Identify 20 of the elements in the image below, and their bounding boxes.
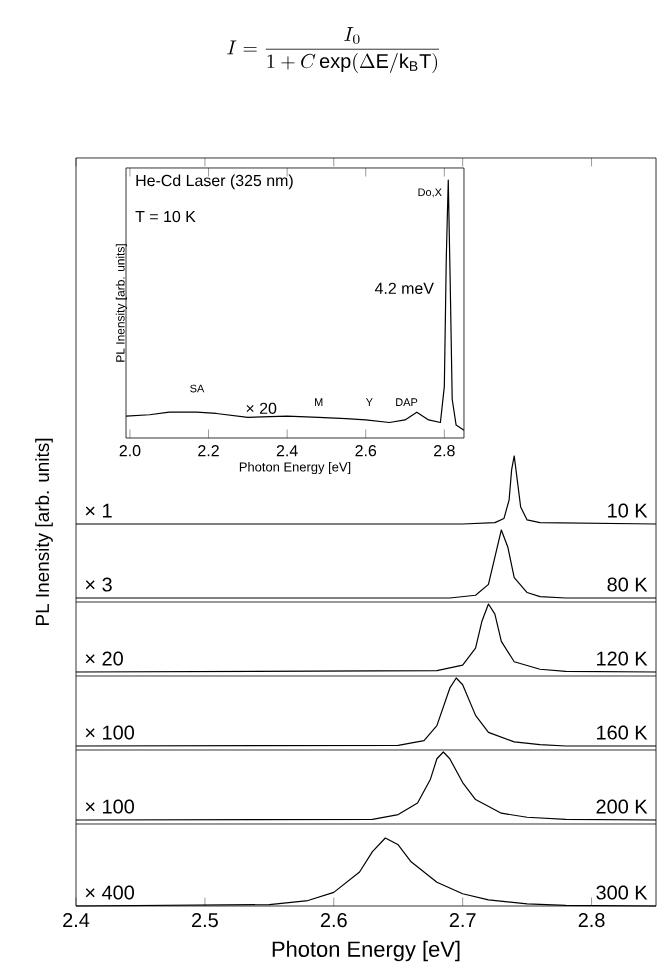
annotation: 160 K [597, 725, 648, 740]
annotation: 10 K [608, 503, 648, 518]
annotation: × 20 [85, 651, 123, 666]
annotation: × 400 [85, 885, 135, 900]
x-tick-label: 2.4 [63, 913, 90, 927]
x-tick-label: 2.8 [578, 913, 605, 928]
annotation: 200 K [596, 799, 648, 814]
annotation: × 100 [85, 725, 135, 740]
annotation: 80 K [607, 577, 648, 592]
annotation: × 1 [85, 503, 112, 518]
annotation: × 100 [85, 799, 135, 814]
x-tick-label: 2.7 [449, 913, 476, 927]
x-axis-title: Photon Energy [eV] [272, 940, 460, 962]
annotation: × 3 [85, 577, 112, 592]
x-tick-label: 2.5 [192, 913, 218, 928]
x-tick-label: 2.6 [320, 913, 347, 928]
y-axis-title: PL Inensity [arb. units] [35, 438, 53, 625]
annotation: 300 K [596, 885, 648, 900]
text: $I = \frac{I_0}{1 + C\exp(\Delta \mathrm{E}/\mathrm{k_B T})}$ [227, 27, 440, 73]
annotation: 120 K [597, 651, 648, 666]
